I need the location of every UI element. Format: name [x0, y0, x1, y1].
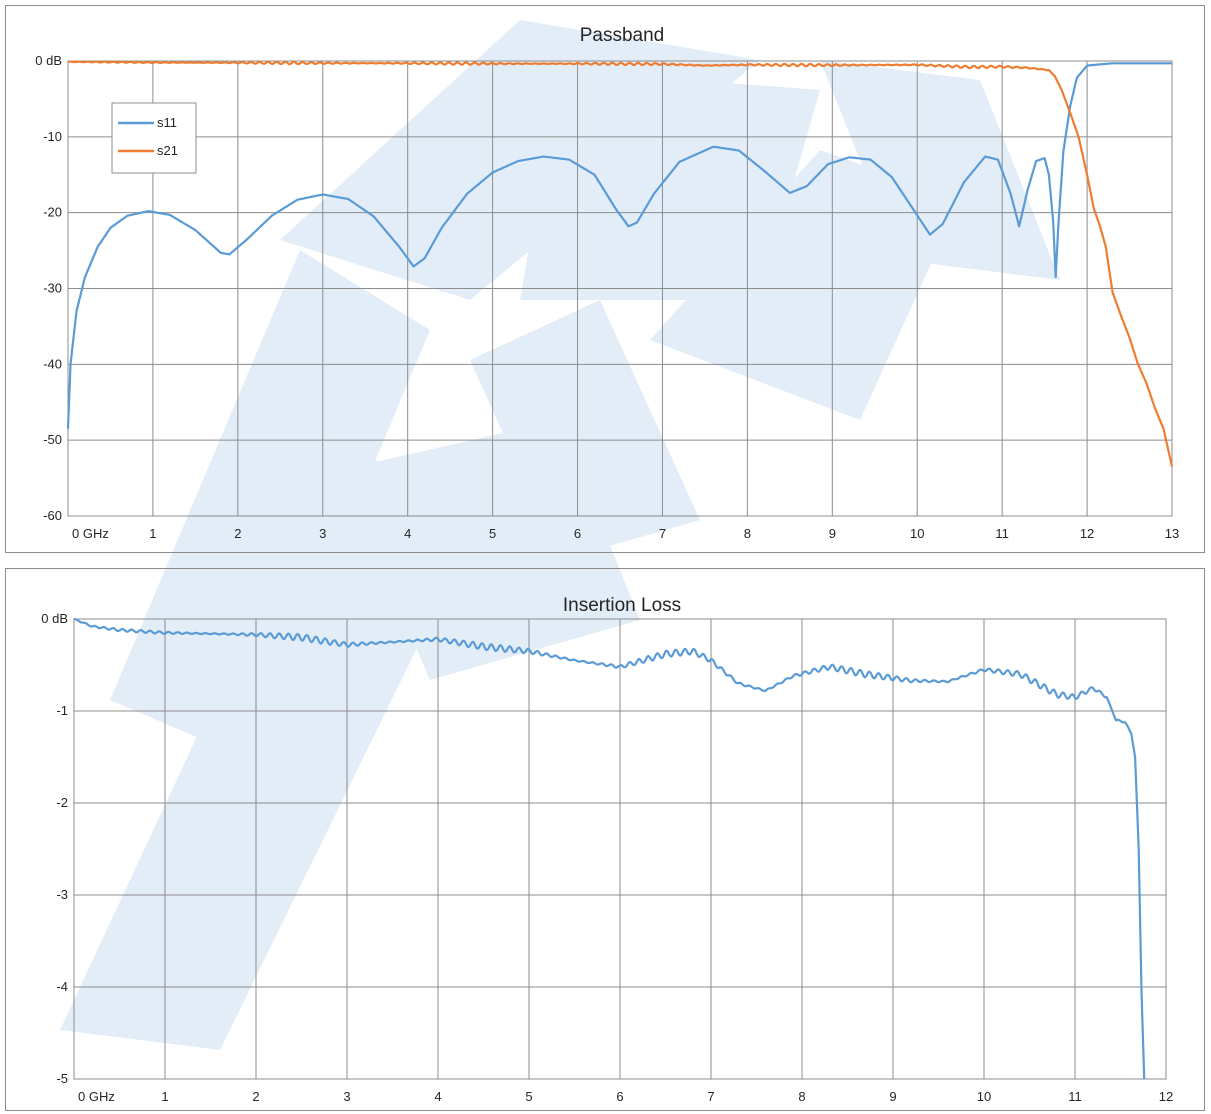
series-line-s21 — [67, 60, 1174, 467]
x-tick-label: 9 — [829, 526, 836, 541]
y-tick-label: -50 — [43, 432, 62, 447]
y-tick-label: -5 — [56, 1071, 68, 1086]
x-tick-label: 6 — [574, 526, 581, 541]
x-tick-label: 10 — [977, 1089, 991, 1104]
x-tick-label: 12 — [1080, 526, 1094, 541]
y-tick-label: 0 dB — [35, 53, 62, 68]
legend-label-s11: s11 — [157, 115, 177, 130]
y-tick-label: -2 — [56, 795, 68, 810]
x-tick-label: 1 — [149, 526, 156, 541]
x-tick-label: 11 — [995, 526, 1009, 541]
y-tick-label: -30 — [43, 281, 62, 296]
x-tick-label: 2 — [234, 526, 241, 541]
passband-chart: Passband 0 GHz 1 2 3 4 5 6 7 8 9 10 11 12 13 0 dB -10-… — [5, 5, 1205, 553]
y-tick-label: -20 — [43, 205, 62, 220]
y-tick-label: -40 — [43, 356, 62, 371]
legend-label-s21: s21 — [157, 143, 178, 158]
x-tick-label: 7 — [707, 1089, 714, 1104]
x-tick-label: 5 — [489, 526, 496, 541]
x-tick-label: 0 GHz — [72, 526, 109, 541]
y-tick-label: -3 — [56, 887, 68, 902]
x-tick-label: 8 — [744, 526, 751, 541]
x-tick-label: 0 GHz — [78, 1089, 115, 1104]
x-tick-label: 11 — [1068, 1089, 1082, 1104]
y-tick-label: -4 — [56, 979, 68, 994]
x-tick-label: 5 — [525, 1089, 532, 1104]
x-tick-label: 6 — [616, 1089, 623, 1104]
chart-title: Insertion Loss — [563, 595, 681, 616]
x-tick-label: 9 — [889, 1089, 896, 1104]
insertion-loss-chart: Insertion Loss 0 GHz 1 2 3 4 5 6 7 8 9 10 11 12 0 dB… — [5, 568, 1205, 1111]
x-tick-label: 4 — [404, 526, 411, 541]
x-tick-label: 2 — [252, 1089, 259, 1104]
x-tick-label: 7 — [659, 526, 666, 541]
x-tick-label: 3 — [319, 526, 326, 541]
chart-title: Passband — [580, 25, 665, 46]
x-tick-label: 4 — [434, 1089, 441, 1104]
y-tick-label: -10 — [43, 129, 62, 144]
x-tick-label: 1 — [161, 1089, 168, 1104]
x-tick-label: 10 — [910, 526, 924, 541]
y-tick-label: -1 — [56, 703, 68, 718]
x-tick-label: 12 — [1159, 1089, 1173, 1104]
y-tick-label: 0 dB — [41, 611, 68, 626]
x-tick-label: 8 — [798, 1089, 805, 1104]
x-tick-label: 3 — [343, 1089, 350, 1104]
series-line-s11 — [66, 62, 1173, 429]
x-tick-label: 13 — [1165, 526, 1179, 541]
series-line-insertion-loss — [73, 617, 1146, 1080]
y-tick-label: -60 — [43, 508, 62, 523]
chart-legend: s11 s21 — [111, 102, 197, 174]
